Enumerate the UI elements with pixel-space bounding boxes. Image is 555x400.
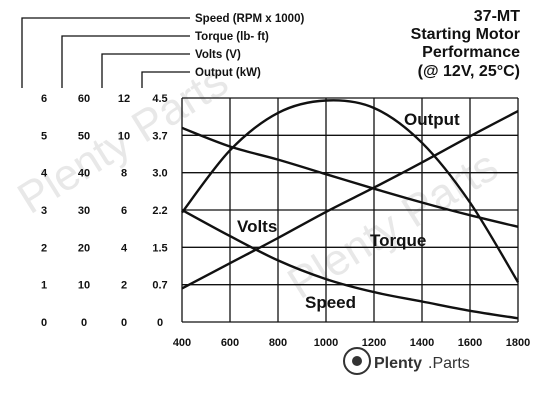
y-tick-volts: 2 [121, 280, 127, 292]
x-tick-label: 1800 [506, 337, 530, 349]
y-tick-speed: 6 [41, 93, 47, 105]
y-tick-torque: 20 [78, 242, 90, 254]
y-tick-speed: 1 [41, 280, 47, 292]
output-bracket [141, 71, 190, 88]
y-tick-output: 2.2 [152, 205, 167, 217]
y-axis-tick-labels: 0123456010203040506002468101200.71.52.23… [41, 93, 168, 329]
y-tick-volts: 8 [121, 168, 127, 180]
brand-suffix: .Parts [428, 355, 470, 372]
grid [181, 97, 519, 323]
legend-torque: Torque (lb- ft) [195, 31, 269, 43]
y-tick-speed: 4 [41, 168, 48, 180]
watermark-text-right: Plenty Parts [279, 141, 506, 308]
y-tick-output: 3.0 [152, 168, 167, 180]
y-tick-speed: 3 [41, 205, 47, 217]
y-tick-output: 1.5 [152, 242, 167, 254]
y-tick-torque: 30 [78, 205, 90, 217]
y-tick-torque: 0 [81, 317, 87, 329]
y-tick-speed: 2 [41, 242, 47, 254]
series-label-speed: Speed [305, 293, 356, 312]
y-tick-volts: 6 [121, 205, 127, 217]
x-tick-label: 600 [221, 337, 239, 349]
series-line-speed [181, 208, 519, 320]
legend-output: Output (kW) [195, 67, 261, 79]
torque-bracket [61, 35, 190, 88]
y-tick-output: 4.5 [152, 93, 167, 105]
x-tick-label: 800 [269, 337, 287, 349]
y-tick-output: 0 [157, 317, 163, 329]
brand-watermark: Plenty .Parts [343, 347, 470, 375]
y-tick-speed: 0 [41, 317, 47, 329]
volts-bracket [101, 53, 190, 88]
y-tick-torque: 60 [78, 93, 90, 105]
y-tick-output: 3.7 [152, 130, 167, 142]
x-tick-label: 1000 [314, 337, 338, 349]
title-line-2: Starting Motor [411, 26, 520, 43]
x-tick-label: 1400 [410, 337, 434, 349]
y-tick-torque: 50 [78, 130, 90, 142]
x-axis-tick-labels: 400 600 800 1000 1200 1400 1600 1800 [173, 337, 530, 349]
legend-speed: Speed (RPM x 1000) [195, 13, 304, 25]
series-line-volts [181, 110, 519, 290]
y-tick-torque: 10 [78, 280, 90, 292]
x-tick-label: 1200 [362, 337, 386, 349]
y-tick-volts: 4 [121, 242, 128, 254]
y-tick-volts: 10 [118, 130, 130, 142]
title-line-1: 37-MT [474, 8, 520, 25]
series-labels: Output Torque Volts Speed [237, 110, 460, 312]
legend-volts: Volts (V) [195, 49, 241, 61]
y-tick-volts: 0 [121, 317, 127, 329]
y-tick-output: 0.7 [152, 280, 167, 292]
y-tick-torque: 40 [78, 168, 90, 180]
brand-gear-hub-icon [352, 356, 362, 366]
x-tick-label: 400 [173, 337, 191, 349]
y-tick-speed: 5 [41, 130, 47, 142]
title-line-4: (@ 12V, 25°C) [418, 63, 520, 80]
series-label-volts: Volts [237, 217, 277, 236]
axis-legend: Speed (RPM x 1000) Torque (lb- ft) Volts… [195, 13, 304, 79]
series-label-output: Output [404, 110, 460, 129]
title-line-3: Performance [422, 44, 520, 61]
series-line-torque [181, 126, 519, 228]
x-tick-label: 1600 [458, 337, 482, 349]
axis-legend-brackets [21, 17, 190, 88]
chart-title: 37-MT Starting Motor Performance (@ 12V,… [411, 8, 521, 80]
series-curves [181, 99, 520, 320]
brand-name: Plenty [374, 355, 422, 372]
speed-bracket [21, 17, 190, 88]
y-tick-volts: 12 [118, 93, 130, 105]
series-label-torque: Torque [370, 231, 426, 250]
